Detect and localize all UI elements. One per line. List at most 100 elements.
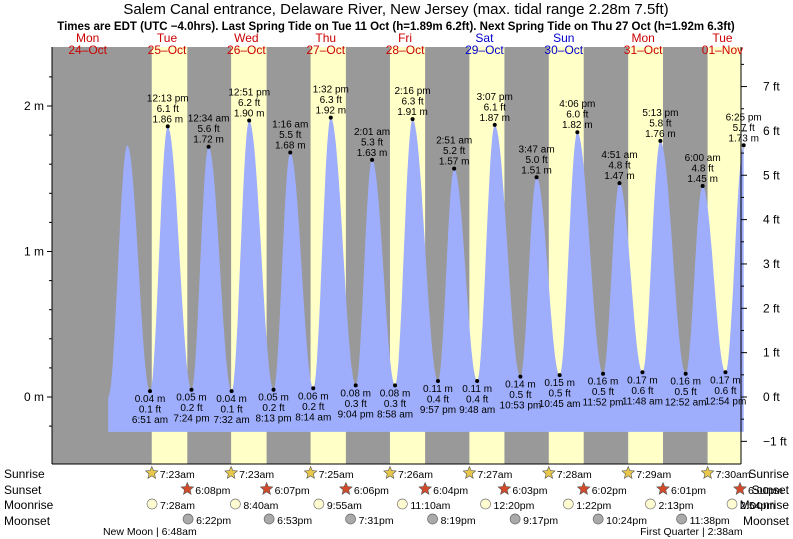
y-tick-label-left: 1 m bbox=[24, 245, 44, 259]
moonset-icon bbox=[592, 513, 604, 525]
row-label-left-moonset: Moonset bbox=[4, 514, 51, 528]
tide-point bbox=[640, 370, 645, 375]
sunset-time: 6:04pm bbox=[433, 485, 468, 497]
tide-point bbox=[452, 166, 457, 171]
date-label: 26–Oct bbox=[227, 43, 266, 57]
high-tide-label: 1:32 pm6.3 ft1.92 m bbox=[313, 85, 349, 117]
high-tide-label: 1:16 am5.5 ft1.68 m bbox=[272, 120, 308, 152]
tide-label-line: 0.6 ft bbox=[714, 386, 736, 397]
tide-label-line: 0.15 m bbox=[544, 378, 575, 389]
tide-label-line: 6.1 ft bbox=[157, 104, 179, 115]
row-label-right-moonrise: Moonrise bbox=[740, 498, 790, 512]
moonrise-time: 12:20pm bbox=[494, 500, 535, 512]
high-tide-label: 5:13 pm5.8 ft1.76 m bbox=[642, 108, 678, 140]
row-label-right-moonset: Moonset bbox=[743, 514, 790, 528]
low-tide-label: 0.05 m0.2 ft7:24 pm bbox=[173, 393, 209, 425]
tide-label-line: 1.63 m bbox=[357, 148, 388, 159]
sunrise-time: 7:26am bbox=[398, 469, 433, 481]
tide-label-line: 5:13 pm bbox=[642, 108, 678, 119]
tide-point bbox=[617, 181, 622, 186]
moonrise-time: 9:55am bbox=[327, 500, 362, 512]
tide-point bbox=[601, 371, 606, 376]
tide-point bbox=[271, 387, 276, 392]
tide-point bbox=[247, 118, 252, 123]
chart-subtitle: Times are EDT (UTC −4.0hrs). Last Spring… bbox=[57, 21, 735, 33]
low-tide-label: 0.06 m0.2 ft8:14 am bbox=[295, 391, 331, 423]
plot-frame bbox=[51, 47, 742, 465]
sunrise-icon bbox=[224, 465, 239, 479]
tide-label-line: 0.4 ft bbox=[466, 394, 488, 405]
tide-point bbox=[370, 157, 375, 162]
moonrise-icon bbox=[146, 498, 158, 510]
tide-label-line: 0.5 ft bbox=[592, 387, 614, 398]
tide-label-line: 0.1 ft bbox=[220, 405, 242, 416]
sunrise-time: 7:28am bbox=[557, 469, 592, 481]
tide-point bbox=[557, 373, 562, 378]
sunrise-icon bbox=[383, 465, 397, 479]
day-labels: Mon24–OctTue25–OctWed26–OctThu27–OctFri2… bbox=[68, 31, 743, 57]
tide-label-line: 6.2 ft bbox=[238, 98, 260, 109]
sunset-time: 6:08pm bbox=[195, 485, 230, 497]
sunset-time: 6:00pm bbox=[748, 485, 783, 497]
tide-label-line: 6.0 ft bbox=[566, 110, 588, 121]
tide-point bbox=[410, 117, 415, 122]
y-tick-label-right: 5 ft bbox=[763, 168, 780, 182]
tide-label-line: 1:32 pm bbox=[313, 85, 349, 96]
moonset-time: 7:31pm bbox=[359, 515, 394, 527]
tide-label-line: 0.08 m bbox=[340, 388, 371, 399]
tide-label-line: 5.7 ft bbox=[733, 123, 755, 134]
tide-label-line: 1.87 m bbox=[479, 113, 510, 124]
moonset-icon bbox=[345, 513, 356, 525]
day-of-week-label: Tue bbox=[157, 31, 178, 45]
row-label-left-moonrise: Moonrise bbox=[4, 498, 54, 512]
moon-phase-label: First Quarter | 2:38am bbox=[640, 526, 743, 538]
high-tide-label: 4:51 am4.8 ft1.47 m bbox=[601, 150, 637, 182]
day-of-week-label: Sat bbox=[475, 31, 494, 45]
date-label: 27–Oct bbox=[306, 43, 345, 57]
tide-label-line: 12:52 am bbox=[665, 398, 707, 409]
tide-label-line: 0.17 m bbox=[710, 375, 741, 386]
sunrise-time: 7:23am bbox=[239, 469, 274, 481]
tide-point bbox=[741, 143, 746, 148]
tide-label-line: 8:14 am bbox=[295, 412, 331, 423]
tide-label-line: 3:07 pm bbox=[477, 92, 513, 103]
tide-curve bbox=[108, 117, 744, 432]
tide-label-line: 0.08 m bbox=[380, 388, 411, 399]
tide-label-line: 0.05 m bbox=[176, 393, 207, 404]
date-label: 24–Oct bbox=[68, 43, 107, 57]
axes: 0 m 1 m 2 m −1 ft 0 ft 1 ft 2 ft 3 ft 4 ft 5 ft 6 … bbox=[24, 63, 787, 448]
tide-label-line: 1.51 m bbox=[521, 165, 552, 176]
high-tide-label: 2:51 am5.2 ft1.57 m bbox=[436, 136, 472, 168]
moonset-icon bbox=[427, 513, 438, 525]
sunrise-time: 7:30am bbox=[716, 469, 751, 481]
tide-label-line: 12:54 pm bbox=[705, 396, 747, 407]
row-label-right-sunset: Sunset bbox=[752, 483, 790, 497]
y-tick-label-right: 1 ft bbox=[763, 346, 780, 360]
tide-label-line: 12:13 pm bbox=[147, 93, 189, 104]
date-label: 29–Oct bbox=[465, 43, 504, 57]
tide-point bbox=[311, 386, 316, 391]
date-label: 25–Oct bbox=[148, 43, 187, 57]
sunset-icon bbox=[656, 481, 670, 495]
tide-label-line: 0.6 ft bbox=[631, 386, 653, 397]
high-tide-label: 4:06 pm6.0 ft1.82 m bbox=[559, 99, 595, 131]
tide-point bbox=[658, 138, 663, 143]
sunset-icon bbox=[733, 481, 747, 495]
sunset-icon bbox=[180, 481, 195, 495]
day-of-week-label: Fri bbox=[398, 31, 412, 45]
day-of-week-label: Thu bbox=[315, 31, 336, 45]
moonset-time: 6:53pm bbox=[277, 515, 312, 527]
tide-label-line: 6.3 ft bbox=[320, 95, 342, 106]
row-label-left-sunset: Sunset bbox=[4, 483, 42, 497]
y-tick-label-right: 2 ft bbox=[763, 301, 780, 315]
sunrise-time: 7:25am bbox=[319, 469, 354, 481]
moonset-icon bbox=[182, 513, 194, 525]
sunrise-icon bbox=[144, 465, 159, 479]
tide-label-line: 0.17 m bbox=[627, 375, 658, 386]
low-tide-label: 0.04 m0.1 ft7:32 am bbox=[214, 394, 250, 426]
